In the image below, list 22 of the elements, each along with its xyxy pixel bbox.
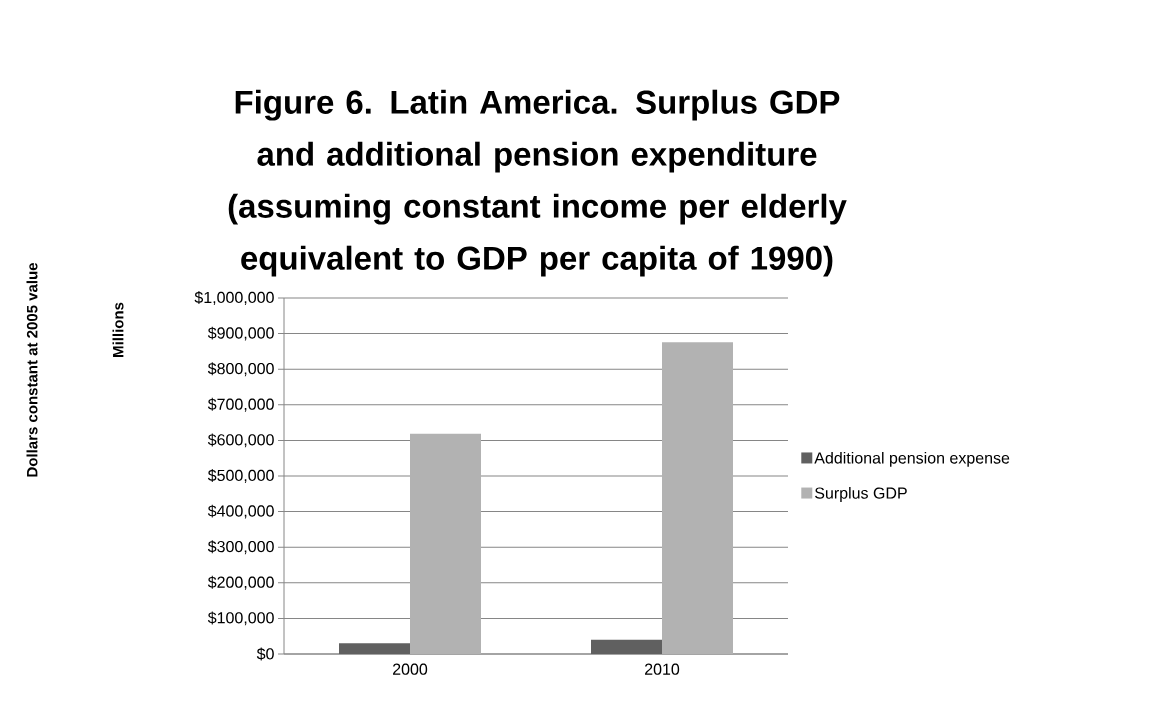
x-tick-label: 2000 bbox=[393, 663, 428, 675]
y-tick-label: $900,000 bbox=[207, 326, 274, 341]
y-tick-label: $800,000 bbox=[207, 362, 274, 377]
y-tick-label: $600,000 bbox=[207, 433, 274, 448]
x-tick-label: 2010 bbox=[645, 663, 680, 675]
y-tick-label: $0 bbox=[256, 647, 274, 661]
bar bbox=[662, 342, 734, 654]
text: Dollars constant at 2005 value bbox=[26, 262, 38, 477]
y-tick-label: $200,000 bbox=[207, 575, 274, 590]
y-tick-label: $1,000,000 bbox=[194, 291, 274, 305]
y-tick-label: $500,000 bbox=[207, 469, 274, 483]
y-axis-title: Millions bbox=[112, 302, 124, 357]
legend-label: Surplus GDP bbox=[815, 487, 907, 502]
y-tick-label: $100,000 bbox=[207, 611, 274, 626]
y-tick-label: $700,000 bbox=[207, 397, 274, 412]
y-tick-label: $300,000 bbox=[207, 540, 274, 555]
chart-title: Figure 6. Latin America. Surplus GDP and additional pension expenditure (assuming constant income per elderly equivalent to GDP per capita of 1990) bbox=[228, 89, 847, 277]
bar bbox=[339, 643, 411, 654]
bar bbox=[591, 639, 662, 654]
y-tick-label: $400,000 bbox=[207, 504, 274, 519]
bar bbox=[410, 433, 482, 654]
legend-label: Additional pension expense bbox=[814, 451, 1010, 467]
